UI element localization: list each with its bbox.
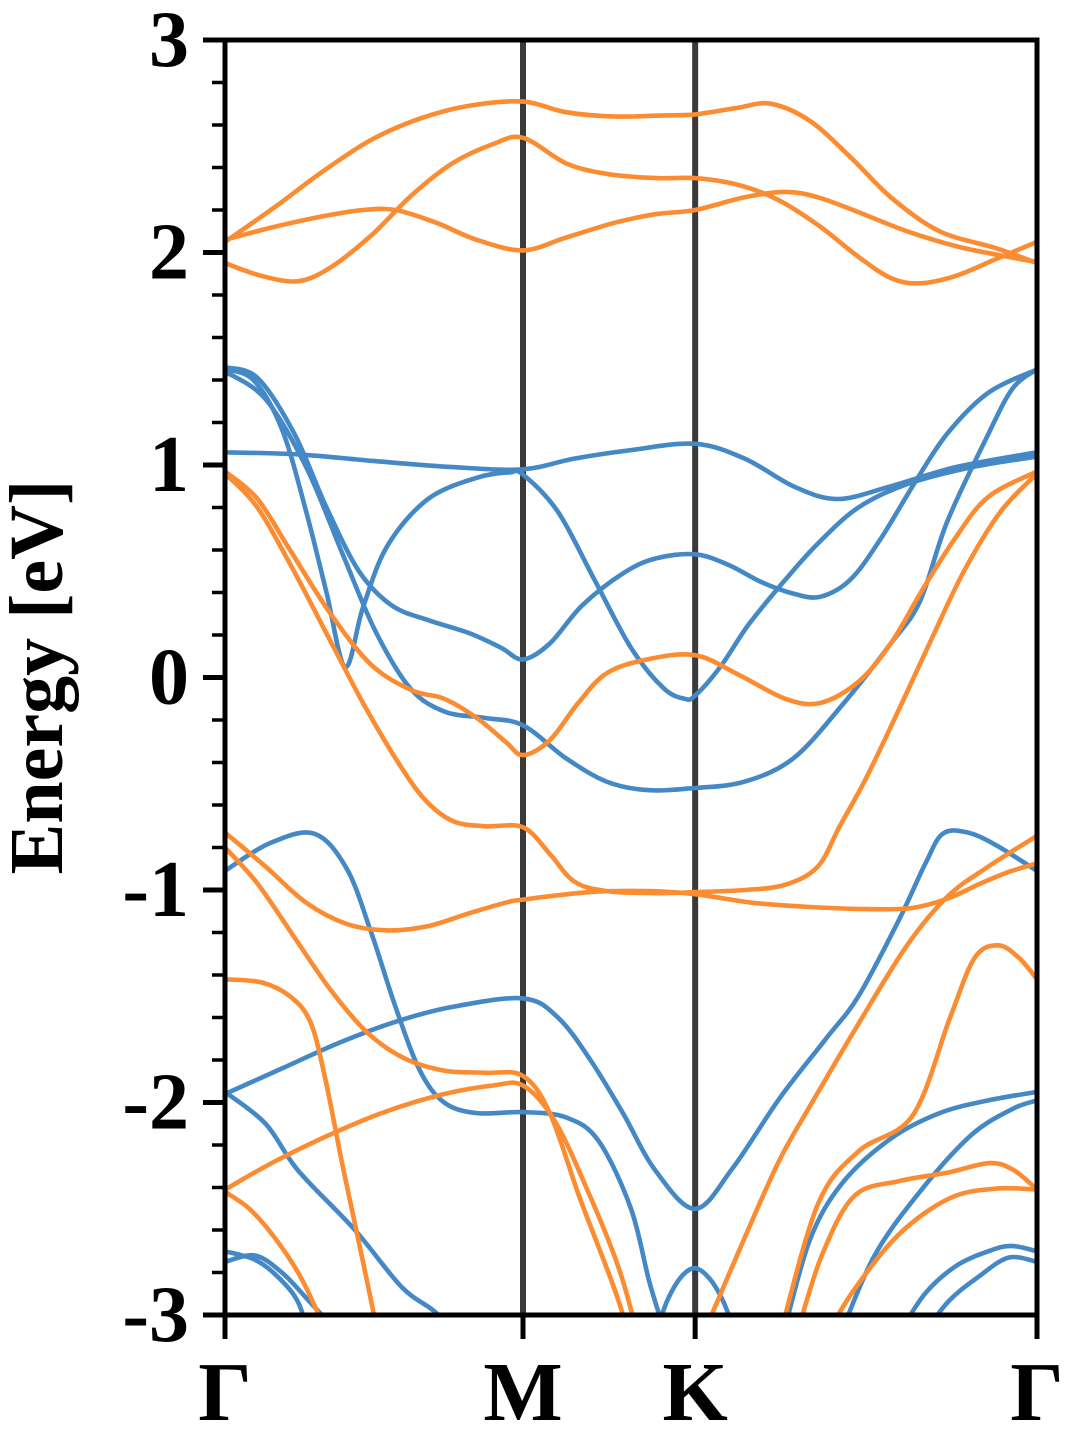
y-axis-label: Energy [eV]	[0, 480, 79, 875]
axis-ticks	[203, 37, 1040, 1339]
y-tick-label: -3	[122, 1271, 189, 1359]
x-tick-label: Γ	[1010, 1346, 1063, 1439]
band-line-up-bottom-left-a	[225, 1249, 306, 1315]
band-line-down-riser-right-b	[782, 943, 1037, 1315]
x-tick-label: M	[483, 1346, 562, 1439]
band-line-up-bottom-right-a	[907, 1243, 1037, 1315]
band-line-up-arch-M	[225, 367, 1037, 703]
band-line-up-wide-W	[225, 828, 1037, 1212]
band-line-up-hump-left	[225, 830, 662, 1315]
y-tick-label: 3	[149, 0, 189, 84]
y-tick-label: -1	[122, 846, 189, 934]
x-tick-label: Γ	[198, 1346, 251, 1439]
high-symmetry-vlines	[520, 40, 699, 1315]
y-tick-label: -2	[122, 1059, 189, 1147]
band-line-down-diag-left	[225, 1080, 635, 1315]
band-line-down-cond-mid	[225, 134, 1037, 286]
x-tick-label: K	[662, 1346, 727, 1439]
band-line-down-K-hump	[225, 469, 1037, 758]
band-line-up-riser-right-b	[845, 1098, 1037, 1315]
band-line-down-cond-top	[225, 99, 1037, 266]
band-line-down-cond-low	[225, 189, 1037, 265]
y-tick-label: 1	[149, 421, 189, 509]
band-line-down-deep-flat	[225, 471, 1037, 896]
band-line-up-bottom-left-b	[225, 1252, 325, 1315]
band-line-down-shelf-left	[225, 977, 377, 1315]
y-tick-label: 2	[149, 209, 189, 297]
band-line-up-valley-U	[225, 367, 1037, 793]
band-line-up-flat	[225, 441, 1037, 502]
band-line-up-bottom-right-b	[934, 1254, 1037, 1315]
band-line-down-riser-right-a	[709, 833, 1037, 1315]
y-tick-label: 0	[149, 634, 189, 722]
band-line-up-riser-right-a	[785, 1089, 1037, 1315]
band-line-up-K-hump	[659, 1265, 732, 1315]
band-line-down-mid-left	[225, 845, 626, 1315]
band-lines	[225, 99, 1037, 1315]
band-line-down-riser-right-c	[835, 1185, 1037, 1315]
band-line-up-Kmax	[225, 365, 1037, 662]
band-line-down-bottom-left	[225, 1189, 322, 1315]
band-line-down-bottom-right	[800, 1160, 1037, 1315]
